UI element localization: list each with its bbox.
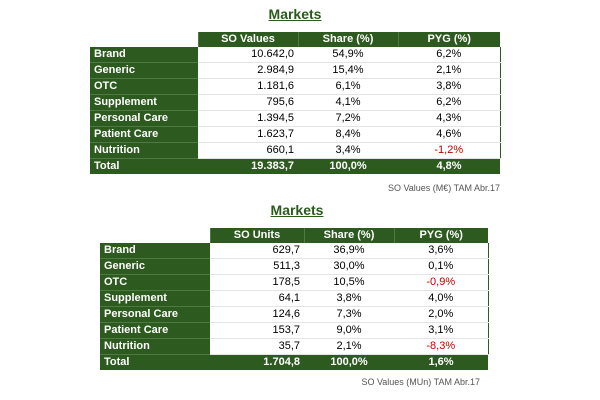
total-share: 100,0% — [304, 354, 394, 370]
row-value: 660,1 — [198, 142, 298, 159]
row-pyg: 0,1% — [394, 258, 489, 275]
row-pyg: 4,6% — [398, 126, 501, 143]
total-value: 19.383,7 — [198, 158, 298, 174]
row-label: OTC — [90, 78, 198, 95]
total-pyg: 4,8% — [398, 158, 500, 174]
table-row: Generic 511,3 30,0% 0,1% — [100, 258, 489, 275]
row-value: 511,3 — [210, 258, 304, 275]
table-row: Brand 629,7 36,9% 3,6% — [100, 243, 489, 259]
row-label: Personal Care — [100, 306, 210, 323]
row-pyg: 3,1% — [394, 322, 489, 339]
header-col: PYG (%) — [397, 32, 500, 47]
row-pyg: 3,6% — [394, 243, 489, 259]
row-value: 1.181,6 — [198, 78, 298, 95]
so-units-table: SO Units Share (%) PYG (%) Brand 629,7 36,… — [100, 228, 489, 370]
row-value: 153,7 — [210, 322, 304, 339]
row-value: 178,5 — [210, 274, 304, 291]
row-label: Brand — [90, 47, 198, 63]
header-col: Share (%) — [303, 228, 394, 243]
row-share: 7,2% — [298, 110, 398, 127]
row-label: Patient Care — [100, 322, 210, 339]
row-pyg: -0,9% — [394, 274, 489, 291]
table2-title: Markets — [270, 202, 324, 218]
table1-note: SO Values (M€) TAM Abr.17 — [387, 183, 500, 193]
header-blank — [100, 228, 210, 243]
row-share: 54,9% — [298, 47, 398, 63]
table-row: Nutrition 35,7 2,1% -8,3% — [100, 338, 489, 355]
row-label: Patient Care — [90, 126, 198, 143]
header-col: SO Values — [197, 32, 298, 47]
row-share: 7,3% — [304, 306, 394, 323]
total-label: Total — [100, 354, 210, 370]
table-row: Supplement 64,1 3,8% 4,0% — [100, 290, 489, 307]
so-values-table: SO Values Share (%) PYG (%) Brand 10.642,… — [90, 32, 501, 174]
row-share: 8,4% — [298, 126, 398, 143]
total-row: Total 1.704,8 100,0% 1,6% — [100, 354, 488, 370]
row-pyg: 4,0% — [394, 290, 489, 307]
total-share: 100,0% — [298, 158, 398, 174]
row-value: 1.623,7 — [198, 126, 298, 143]
row-value: 1.394,5 — [198, 110, 298, 127]
row-share: 4,1% — [298, 94, 398, 111]
table-row: Brand 10.642,0 54,9% 6,2% — [90, 47, 501, 63]
row-label: Generic — [100, 258, 210, 275]
table-row: Nutrition 660,1 3,4% -1,2% — [90, 142, 501, 159]
header-col: Share (%) — [297, 32, 398, 47]
table-row: Patient Care 1.623,7 8,4% 4,6% — [90, 126, 501, 143]
row-value: 795,6 — [198, 94, 298, 111]
row-pyg: 6,2% — [398, 94, 501, 111]
row-label: Generic — [90, 62, 198, 79]
table2-note: SO Values (MUn) TAM Abr.17 — [361, 377, 480, 387]
table-row: Patient Care 153,7 9,0% 3,1% — [100, 322, 489, 339]
row-pyg: 2,1% — [398, 62, 501, 79]
table-row: OTC 1.181,6 6,1% 3,8% — [90, 78, 501, 95]
row-label: Nutrition — [90, 142, 198, 159]
row-pyg: 3,8% — [398, 78, 501, 95]
row-share: 9,0% — [304, 322, 394, 339]
row-label: Nutrition — [100, 338, 210, 355]
table-row: Supplement 795,6 4,1% 6,2% — [90, 94, 501, 111]
row-value: 629,7 — [210, 243, 304, 259]
row-pyg: -8,3% — [394, 338, 489, 355]
header-col: PYG (%) — [393, 228, 488, 243]
table-row: Personal Care 1.394,5 7,2% 4,3% — [90, 110, 501, 127]
row-pyg: 4,3% — [398, 110, 501, 127]
row-share: 15,4% — [298, 62, 398, 79]
row-label: Brand — [100, 243, 210, 259]
row-value: 124,6 — [210, 306, 304, 323]
total-row: Total 19.383,7 100,0% 4,8% — [90, 158, 500, 174]
row-label: Personal Care — [90, 110, 198, 127]
total-pyg: 1,6% — [394, 354, 488, 370]
row-pyg: -1,2% — [398, 142, 501, 159]
row-value: 35,7 — [210, 338, 304, 355]
total-label: Total — [90, 158, 198, 174]
row-share: 36,9% — [304, 243, 394, 259]
row-share: 2,1% — [304, 338, 394, 355]
row-share: 10,5% — [304, 274, 394, 291]
row-value: 64,1 — [210, 290, 304, 307]
row-value: 10.642,0 — [198, 47, 298, 63]
table-header-row: SO Values Share (%) PYG (%) — [90, 32, 500, 47]
row-label: Supplement — [90, 94, 198, 111]
table-row: OTC 178,5 10,5% -0,9% — [100, 274, 489, 291]
header-col: SO Units — [209, 228, 304, 243]
table-row: Generic 2.984,9 15,4% 2,1% — [90, 62, 501, 79]
row-share: 3,8% — [304, 290, 394, 307]
row-label: OTC — [100, 274, 210, 291]
row-pyg: 6,2% — [398, 47, 501, 63]
table1-title: Markets — [268, 6, 322, 22]
table-row: Personal Care 124,6 7,3% 2,0% — [100, 306, 489, 323]
table-header-row: SO Units Share (%) PYG (%) — [100, 228, 488, 243]
row-label: Supplement — [100, 290, 210, 307]
row-value: 2.984,9 — [198, 62, 298, 79]
row-share: 30,0% — [304, 258, 394, 275]
total-value: 1.704,8 — [210, 354, 304, 370]
header-blank — [90, 32, 198, 47]
row-share: 6,1% — [298, 78, 398, 95]
row-share: 3,4% — [298, 142, 398, 159]
row-pyg: 2,0% — [394, 306, 489, 323]
